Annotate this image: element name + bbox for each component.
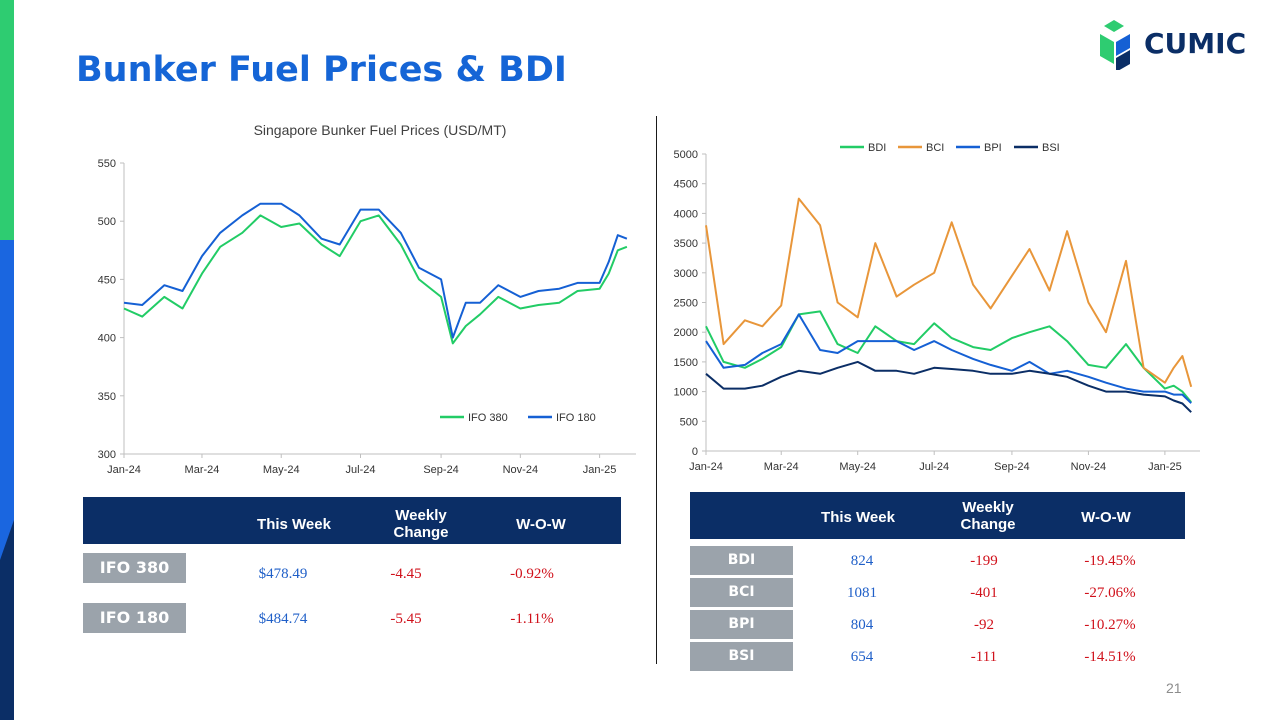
fuel-table-header: This Week Weekly Change W-O-W <box>83 497 621 544</box>
y-tick-label: 400 <box>98 333 116 345</box>
index-row-label: BPI <box>690 610 793 639</box>
fuel-header-wow: W-O-W <box>516 516 566 533</box>
index-row-value: 654 <box>850 649 874 665</box>
y-tick-label: 5000 <box>674 149 698 161</box>
fuel-row-change: -5.45 <box>390 611 422 627</box>
page-number: 21 <box>1166 680 1182 696</box>
series-line-bsi <box>705 360 1192 413</box>
index-row-value: 1081 <box>847 585 877 601</box>
fuel-row-change: -4.45 <box>390 566 422 582</box>
index-row-change: -92 <box>974 617 994 633</box>
fuel-row-wow: -0.92% <box>510 566 554 582</box>
index-row-wow: -10.27% <box>1084 617 1136 633</box>
series-line-bdi <box>705 310 1192 403</box>
series-line-bpi <box>705 313 1192 404</box>
x-tick-label: Nov-24 <box>1071 461 1106 473</box>
legend-label: IFO 180 <box>556 412 596 424</box>
cumic-logo: CUMIC <box>1096 20 1256 72</box>
x-tick-label: Jan-25 <box>1148 461 1182 473</box>
legend-label: BDI <box>868 142 886 154</box>
y-tick-label: 4000 <box>674 208 698 220</box>
x-tick-label: Nov-24 <box>503 464 538 476</box>
legend-label: BCI <box>926 142 944 154</box>
x-tick-label: Sep-24 <box>994 461 1029 473</box>
x-tick-label: Jul-24 <box>919 461 949 473</box>
y-tick-label: 0 <box>692 446 698 458</box>
index-row-wow: -27.06% <box>1084 585 1136 601</box>
legend-label: BPI <box>984 142 1002 154</box>
fuel-header-weekly-change: Weekly Change <box>393 507 449 541</box>
x-tick-label: May-24 <box>839 461 876 473</box>
fuel-header-this-week: This Week <box>257 516 331 533</box>
x-tick-label: Jan-24 <box>689 461 723 473</box>
legend-label: IFO 380 <box>468 412 508 424</box>
fuel-row-price: $484.74 <box>258 611 308 627</box>
x-tick-label: Mar-24 <box>764 461 799 473</box>
y-tick-label: 350 <box>98 391 116 403</box>
x-tick-label: May-24 <box>263 464 300 476</box>
fuel-row-label: IFO 180 <box>83 603 186 633</box>
index-row-value: 804 <box>850 617 874 633</box>
y-tick-label: 450 <box>98 274 116 286</box>
x-tick-label: Jul-24 <box>346 464 376 476</box>
index-header-weekly-change: Weekly Change <box>960 499 1016 533</box>
y-tick-label: 2000 <box>674 327 698 339</box>
index-row-wow: -19.45% <box>1084 553 1136 569</box>
fuel-price-chart: Singapore Bunker Fuel Prices (USD/MT) 300… <box>98 122 636 476</box>
chart-title: Singapore Bunker Fuel Prices (USD/MT) <box>254 122 507 138</box>
accent-bar <box>0 0 14 720</box>
y-tick-label: 1500 <box>674 357 698 369</box>
divider-line <box>656 116 657 664</box>
index-row-label: BSI <box>690 642 793 671</box>
x-tick-label: Jan-24 <box>107 464 141 476</box>
fuel-row-price: $478.49 <box>258 566 308 582</box>
y-tick-label: 300 <box>98 449 116 461</box>
legend-label: BSI <box>1042 142 1060 154</box>
fuel-row-wow: -1.11% <box>510 611 554 627</box>
y-tick-label: 3500 <box>674 238 698 250</box>
y-tick-label: 550 <box>98 158 116 170</box>
logo-text: CUMIC <box>1144 27 1246 60</box>
y-tick-label: 4500 <box>674 179 698 191</box>
y-tick-label: 500 <box>680 416 698 428</box>
index-row-change: -199 <box>970 553 998 569</box>
index-row-change: -401 <box>970 585 998 601</box>
y-tick-label: 2500 <box>674 298 698 310</box>
index-row-change: -111 <box>970 649 998 665</box>
index-header-wow: W-O-W <box>1081 509 1131 526</box>
series-line-ifo-180 <box>123 202 628 339</box>
index-row-value: 824 <box>850 553 874 569</box>
index-row-label: BDI <box>690 546 793 575</box>
x-tick-label: Mar-24 <box>185 464 220 476</box>
series-line-bci <box>705 197 1193 388</box>
index-row-label: BCI <box>690 578 793 607</box>
baltic-index-chart: 0 500 1000 1500 2000 2500 3000 3500 4000 4500 5000… <box>674 142 1200 473</box>
fuel-row-label: IFO 380 <box>83 553 186 583</box>
y-tick-label: 500 <box>98 216 116 228</box>
x-tick-label: Jan-25 <box>583 464 617 476</box>
y-tick-label: 1000 <box>674 387 698 399</box>
y-tick-label: 3000 <box>674 268 698 280</box>
cumic-logo-mark: CUMIC <box>1100 20 1246 72</box>
page-title: Bunker Fuel Prices & BDI <box>76 50 567 90</box>
index-table-header: This Week Weekly Change W-O-W <box>690 492 1185 539</box>
series-line-ifo-380 <box>123 214 628 345</box>
index-header-this-week: This Week <box>821 509 895 526</box>
index-row-wow: -14.51% <box>1084 649 1136 665</box>
x-tick-label: Sep-24 <box>423 464 458 476</box>
